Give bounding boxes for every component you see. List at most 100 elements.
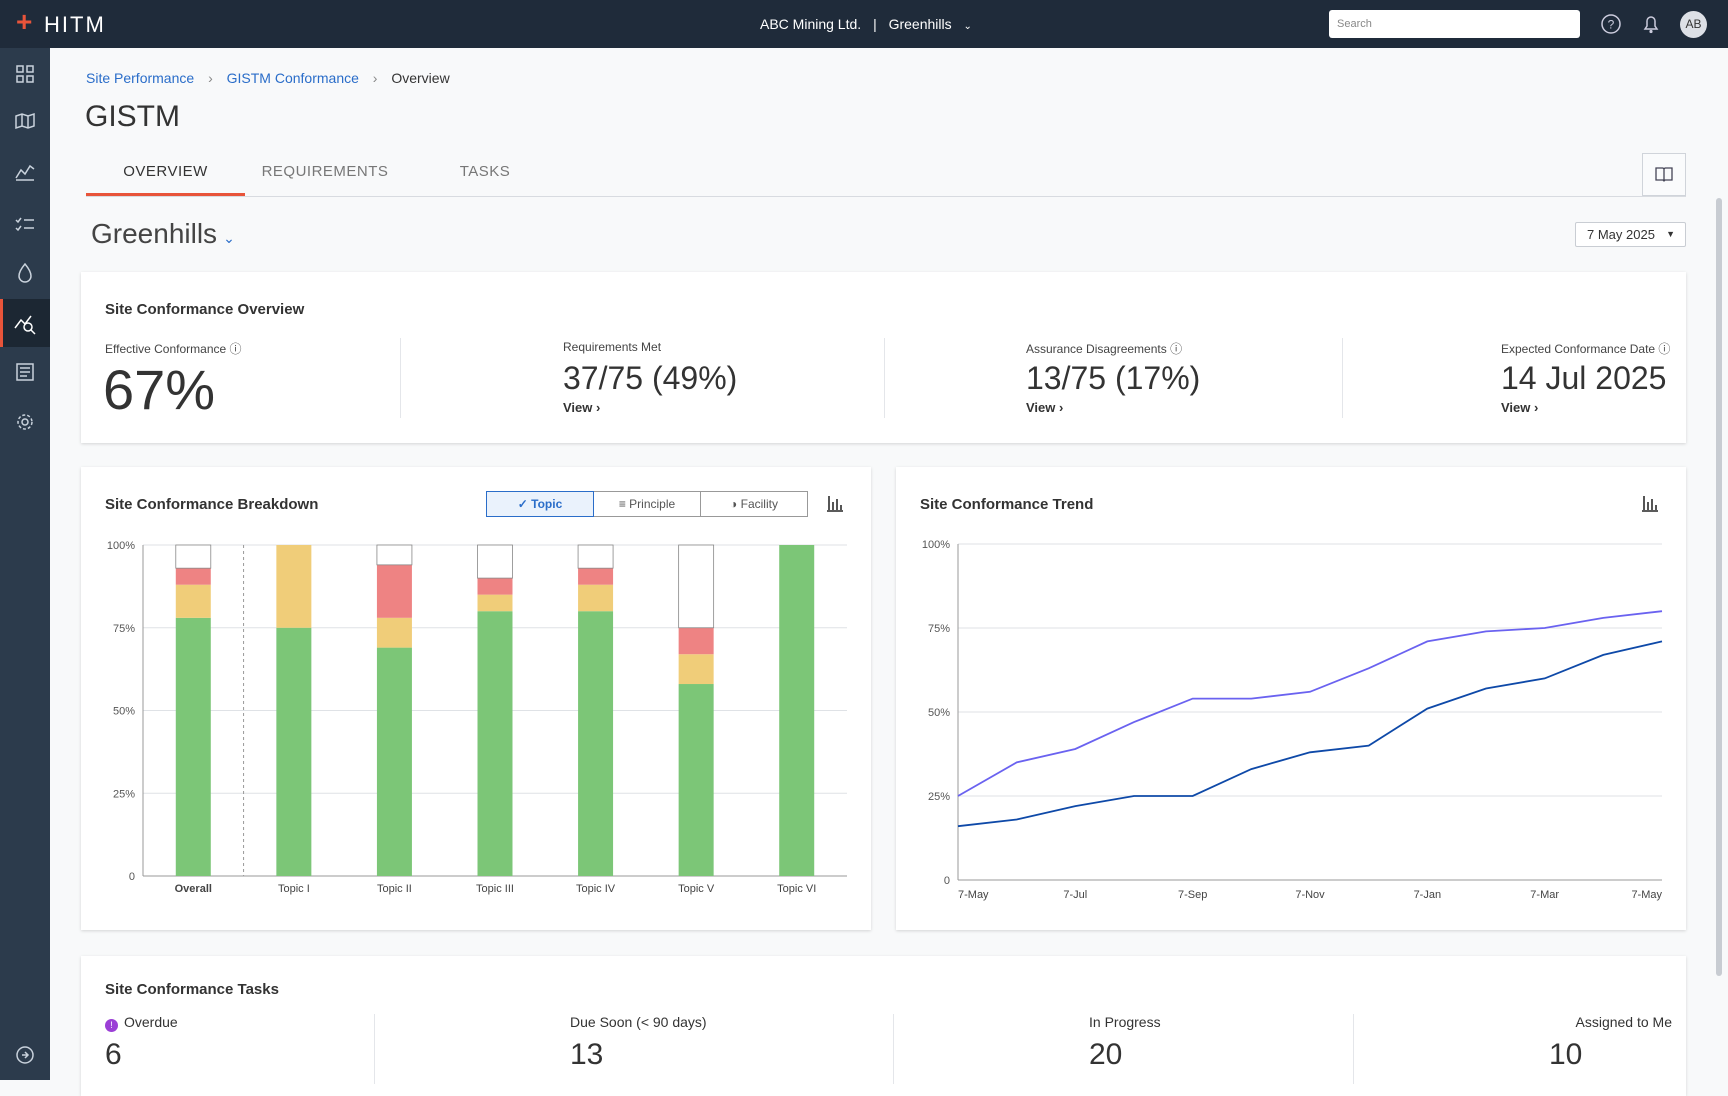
nav-performance[interactable]: [14, 315, 36, 335]
divider: [1353, 1014, 1354, 1084]
divider: [374, 1014, 375, 1084]
trend-chart: Site Conformance Trend 0 25% 50% 75% 100% 7-Ma…: [920, 496, 1663, 901]
nav-trend[interactable]: [15, 164, 35, 181]
link-text: View: [1026, 400, 1056, 415]
metric-value: 67%: [103, 358, 216, 421]
tab[interactable]: REQUIREMENTS: [261, 163, 389, 180]
bell-icon[interactable]: [1640, 13, 1662, 35]
page-title: GISTM: [85, 100, 180, 133]
toggle-label: Principle: [629, 497, 676, 511]
bar-segment: [175, 568, 211, 585]
overview-card: Site Conformance Overview Effective Conf…: [81, 272, 1686, 443]
divider: [1342, 338, 1343, 418]
tab-rule: [86, 196, 1686, 197]
x-tick-label: Topic V: [678, 883, 715, 895]
chevron: ⌄: [963, 21, 972, 32]
site: Greenhills: [888, 16, 952, 32]
nav-expand[interactable]: [16, 1046, 34, 1064]
nav-dashboard[interactable]: [16, 65, 34, 83]
task-label-text: Overdue: [124, 1014, 178, 1030]
top-bar: + HITM ABC Mining Ltd. | Greenhills ⌄ Se…: [0, 0, 1728, 48]
chart-icon[interactable]: [1639, 492, 1661, 514]
metric-label: Effective Conformance ⓘ: [105, 342, 242, 356]
bar-segment: [477, 544, 513, 579]
x-tick-label: Topic I: [278, 883, 310, 895]
x-tick-label: Topic II: [377, 883, 412, 895]
y-tick-label: 100%: [922, 539, 950, 551]
x-tick-label: 7-Jan: [1414, 889, 1442, 901]
chart-title: Site Conformance Breakdown: [105, 496, 318, 513]
toggle[interactable]: ◑ Facility: [700, 491, 808, 517]
site-selector[interactable]: Greenhills ⌄: [91, 218, 235, 250]
scrollbar[interactable]: [1716, 198, 1722, 976]
toggle-active[interactable]: ✓ Topic: [486, 491, 594, 517]
chevron: ⌄: [223, 230, 235, 246]
line-series: [957, 610, 1663, 797]
metric-link[interactable]: View ›: [1501, 400, 1539, 415]
nav-map[interactable]: [15, 112, 35, 130]
divider: [884, 338, 885, 418]
breakdown-card: Site Conformance Breakdown 0 25% 50% 75% 100%…: [81, 467, 871, 930]
breakdown-chart: Site Conformance Breakdown 0 25% 50% 75% 100%…: [105, 496, 847, 895]
breadcrumb: Site Performance › GISTM Conformance › O…: [86, 70, 450, 86]
tab-active[interactable]: OVERVIEW: [123, 163, 208, 180]
divider: [400, 338, 401, 418]
link-text: View: [1501, 400, 1531, 415]
tab[interactable]: TASKS: [459, 163, 511, 180]
bar-segment: [578, 611, 614, 876]
task-value[interactable]: 20: [1089, 1038, 1123, 1071]
trend-card: Site Conformance Trend 0 25% 50% 75% 100% 7-Ma…: [896, 467, 1686, 930]
metric-value: 13/75 (17%): [1026, 360, 1201, 396]
nav-water[interactable]: [18, 262, 32, 283]
tab-underline: [86, 193, 245, 196]
bar-segment: [376, 544, 413, 566]
metric-value: 14 Jul 2025: [1501, 360, 1667, 396]
nav-settings[interactable]: [17, 414, 33, 430]
card-title: Site Conformance Overview: [105, 301, 305, 318]
bar-segment: [276, 545, 312, 628]
bar-segment: [175, 584, 211, 618]
logo-mark: +: [16, 6, 33, 37]
divider: [893, 1014, 894, 1084]
x-tick-label: Topic IV: [576, 883, 616, 895]
bar-segment: [477, 611, 513, 876]
task-value[interactable]: 10: [1549, 1038, 1583, 1071]
bar-segment: [175, 544, 212, 569]
bar-segment: [477, 594, 513, 612]
book-icon: [1655, 167, 1673, 182]
bar-segment: [578, 584, 614, 612]
y-tick-label: 25%: [928, 791, 950, 803]
search-box[interactable]: Search: [1329, 10, 1580, 38]
breadcrumb-link[interactable]: Site Performance: [86, 70, 195, 86]
caret: ▼: [1666, 229, 1675, 239]
metric-label-text: Effective Conformance: [105, 342, 227, 356]
toggle[interactable]: ≡ Principle: [593, 491, 701, 517]
task-label: Assigned to Me: [1575, 1014, 1673, 1030]
y-tick-label: 50%: [113, 706, 135, 718]
brand[interactable]: HITM: [44, 12, 106, 37]
org-switcher[interactable]: ABC Mining Ltd. | Greenhills ⌄: [760, 16, 972, 32]
x-tick-label: 7-Mar: [1530, 889, 1559, 901]
breadcrumb-link[interactable]: GISTM Conformance: [226, 70, 359, 86]
svg-text:?: ?: [1608, 18, 1615, 32]
help-icon[interactable]: ?: [1600, 13, 1622, 35]
task-value[interactable]: 6: [105, 1038, 122, 1071]
task-value[interactable]: 13: [570, 1038, 604, 1071]
date-selector[interactable]: 7 May 2025 ▼: [1575, 222, 1686, 247]
task-label: ! Overdue: [105, 1014, 178, 1032]
chart-icon[interactable]: [824, 492, 846, 514]
bar-segment: [678, 654, 714, 685]
x-tick-label: 7-Jul: [1063, 889, 1087, 901]
avatar[interactable]: AB: [1680, 11, 1707, 38]
search-placeholder: Search: [1337, 18, 1372, 30]
guide-button[interactable]: [1642, 153, 1686, 196]
task-label: In Progress: [1089, 1014, 1161, 1030]
y-tick-label: 75%: [113, 623, 135, 635]
bar-segment: [276, 627, 312, 876]
toggle-group: ✓ Topic ≡ Principle ◑ Facility: [486, 491, 810, 517]
metric-link[interactable]: View ›: [563, 400, 601, 415]
nav-reports[interactable]: [16, 363, 34, 381]
x-tick-label: Overall: [175, 883, 212, 895]
nav-tasks[interactable]: [15, 217, 34, 232]
metric-link[interactable]: View ›: [1026, 400, 1064, 415]
